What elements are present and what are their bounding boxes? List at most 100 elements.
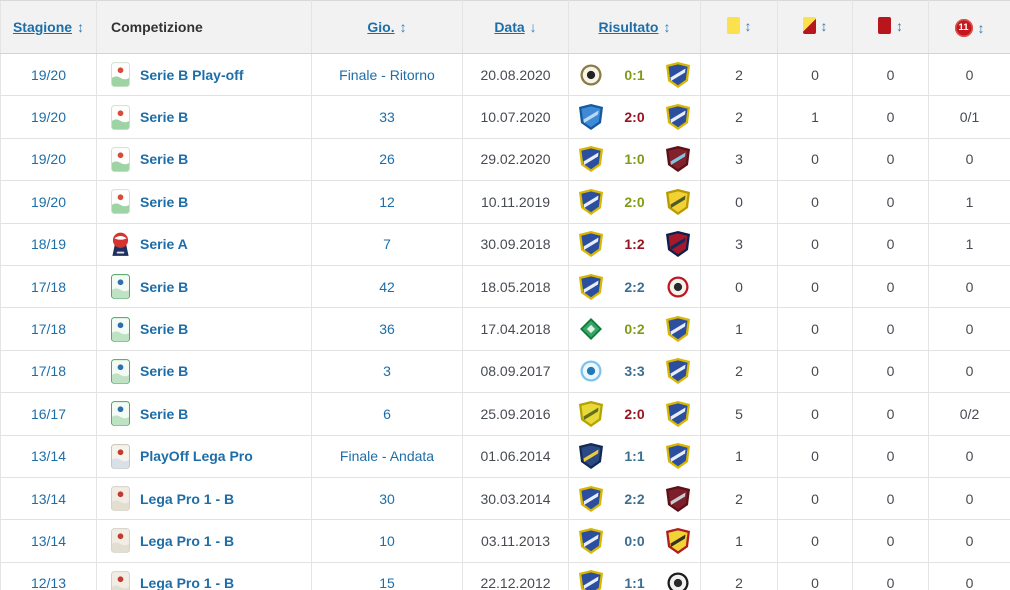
result-cell: 2:2 (568, 265, 701, 309)
matchday-link[interactable]: 3 (383, 363, 391, 380)
season-link[interactable]: 17/18 (30, 321, 67, 338)
sort-yellow-cards-button[interactable]: ↕ (726, 17, 752, 34)
match-result-link[interactable]: 2:0 (624, 109, 645, 126)
matchday-link[interactable]: 42 (379, 278, 395, 295)
competition-link[interactable]: Serie B (140, 405, 189, 422)
pescara-crest-icon[interactable] (579, 358, 603, 384)
competition-link[interactable]: Serie B (140, 193, 189, 210)
frosinone-crest-icon[interactable] (579, 485, 603, 512)
match-result-link[interactable]: 2:0 (624, 193, 645, 210)
match-result-link[interactable]: 2:2 (624, 278, 645, 295)
salernitana-crest-icon[interactable] (665, 146, 690, 173)
empoli-crest-icon[interactable] (579, 104, 603, 131)
matchday-link[interactable]: 33 (379, 109, 395, 126)
red-cards-count: 0 (886, 278, 895, 295)
matchday-link[interactable]: 12 (379, 193, 395, 210)
salernitana-crest-icon[interactable] (665, 485, 690, 512)
yellow-cards-count: 2 (735, 109, 743, 126)
sort-date-button[interactable]: Data ↓ (494, 19, 536, 35)
season-link[interactable]: 19/20 (30, 151, 67, 168)
frosinone-crest-icon[interactable] (579, 231, 603, 258)
genoa-crest-icon[interactable] (665, 231, 690, 258)
season-link[interactable]: 13/14 (30, 490, 67, 507)
season-link[interactable]: 19/20 (30, 66, 67, 83)
date-cell: 18.05.2018 (462, 265, 569, 309)
frosinone-crest-icon[interactable] (665, 316, 690, 343)
hellas-verona-crest-icon[interactable] (579, 400, 603, 427)
sort-yellow-red-cards-button[interactable]: ↕ (802, 17, 828, 34)
match-result-link[interactable]: 0:1 (624, 66, 645, 83)
frosinone-crest-icon[interactable] (665, 400, 690, 427)
competition-link[interactable]: Serie B Play-off (140, 66, 244, 83)
competition-link[interactable]: Serie B (140, 151, 189, 168)
benevento-crest-icon[interactable] (665, 527, 690, 554)
penalties-count: 0 (965, 490, 974, 507)
matchday-link[interactable]: 10 (379, 532, 395, 549)
matchday-link[interactable]: 15 (379, 575, 395, 590)
competition-link[interactable]: Lega Pro 1 - B (140, 532, 235, 549)
date-cell: 25.09.2016 (462, 392, 569, 436)
viareggio-crest-icon[interactable] (666, 570, 690, 590)
match-result-link[interactable]: 2:0 (624, 405, 645, 422)
competition-link[interactable]: Lega Pro 1 - B (140, 575, 235, 590)
sort-both-icon: ↕ (820, 17, 828, 34)
matchday-link[interactable]: Finale - Ritorno (339, 66, 435, 83)
competition-link[interactable]: Serie B (140, 321, 189, 338)
frosinone-crest-icon[interactable] (579, 273, 603, 300)
frosinone-crest-icon[interactable] (665, 61, 690, 88)
competition-link[interactable]: Serie A (140, 236, 188, 253)
season-link[interactable]: 17/18 (30, 278, 67, 295)
season-link[interactable]: 12/13 (30, 575, 67, 590)
competition-link[interactable]: PlayOff Lega Pro (140, 448, 253, 465)
competition-link[interactable]: Lega Pro 1 - B (140, 490, 235, 507)
match-result-link[interactable]: 2:2 (624, 490, 645, 507)
spezia-crest-icon[interactable] (579, 62, 603, 88)
competition-link[interactable]: Serie B (140, 363, 189, 380)
competition-cell: Lega Pro 1 - B (96, 519, 312, 563)
chievo-verona-crest-icon[interactable] (665, 188, 690, 215)
yellow-cards-count: 5 (735, 405, 743, 422)
frosinone-crest-icon[interactable] (579, 188, 603, 215)
frosinone-crest-icon[interactable] (579, 146, 603, 173)
frosinone-crest-icon[interactable] (665, 443, 690, 470)
season-link[interactable]: 19/20 (30, 109, 67, 126)
competition-link[interactable]: Serie B (140, 109, 189, 126)
sort-season-button[interactable]: Stagione ↕ (13, 19, 84, 35)
frosinone-crest-icon[interactable] (579, 527, 603, 554)
match-result-link[interactable]: 0:0 (624, 532, 645, 549)
matchday-link[interactable]: 26 (379, 151, 395, 168)
sort-red-cards-button[interactable]: ↕ (878, 17, 903, 34)
competition-cell: Lega Pro 1 - B (96, 477, 312, 521)
matchday-link[interactable]: 7 (383, 236, 391, 253)
season-link[interactable]: 13/14 (30, 448, 67, 465)
season-link[interactable]: 19/20 (30, 193, 67, 210)
match-result-link[interactable]: 1:1 (624, 448, 645, 465)
yellow-red-cards-cell: 1 (777, 95, 853, 139)
season-link[interactable]: 16/17 (30, 405, 67, 422)
matchday-link[interactable]: 30 (379, 490, 395, 507)
matchday-link[interactable]: Finale - Andata (339, 448, 435, 465)
matchday-link[interactable]: 6 (383, 405, 391, 422)
frosinone-crest-icon[interactable] (665, 104, 690, 131)
frosinone-crest-icon[interactable] (665, 358, 690, 385)
match-result-link[interactable]: 1:2 (624, 236, 645, 253)
sort-penalties-button[interactable]: 11 ↕ (954, 18, 985, 37)
matchday-link[interactable]: 36 (379, 321, 395, 338)
match-date: 30.03.2014 (480, 490, 551, 507)
sort-matchday-button[interactable]: Gio. ↕ (367, 19, 406, 35)
match-result-link[interactable]: 3:3 (624, 363, 645, 380)
match-result-link[interactable]: 1:1 (624, 575, 645, 590)
frosinone-crest-icon[interactable] (579, 570, 603, 590)
foggia-crest-icon[interactable] (666, 274, 690, 300)
season-link[interactable]: 18/19 (30, 236, 67, 253)
avellino-crest-icon[interactable] (579, 316, 603, 342)
sort-result-button[interactable]: Risultato ↕ (599, 19, 671, 35)
match-result-link[interactable]: 1:0 (624, 151, 645, 168)
season-link[interactable]: 13/14 (30, 532, 67, 549)
season-link[interactable]: 17/18 (30, 363, 67, 380)
match-result-link[interactable]: 0:2 (624, 321, 645, 338)
lecce-crest-icon[interactable] (579, 443, 603, 470)
competition-link[interactable]: Serie B (140, 278, 189, 295)
